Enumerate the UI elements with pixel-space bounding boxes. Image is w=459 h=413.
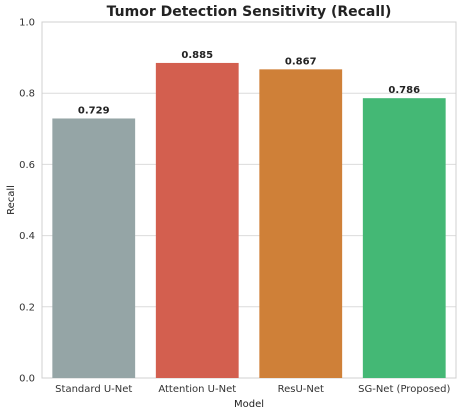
bar	[362, 98, 446, 379]
x-tick-label: Standard U-Net	[55, 384, 132, 395]
x-tick-label: Attention U-Net	[158, 384, 236, 395]
x-tick-label: SG-Net (Proposed)	[358, 384, 450, 395]
bar	[259, 69, 343, 379]
x-tick-label: ResU-Net	[278, 384, 324, 395]
plot-area-frame	[41, 21, 457, 379]
y-tick-label: 0.4	[19, 231, 35, 242]
bar-value-label: 0.867	[285, 56, 317, 67]
y-axis-label: Recall	[6, 185, 17, 215]
bar	[155, 62, 239, 378]
bar-value-label: 0.729	[78, 105, 110, 116]
y-tick-label: 0.8	[19, 89, 35, 100]
value-labels: 0.729 0.885 0.867 0.786	[78, 50, 420, 117]
x-axis-label: Model	[234, 399, 264, 410]
bar-value-label: 0.885	[181, 50, 213, 61]
chart-title: Tumor Detection Sensitivity (Recall)	[107, 4, 392, 20]
y-axis-ticks: 0.0 0.2 0.4 0.6 0.8 1.0	[19, 18, 35, 385]
y-tick-label: 0.2	[19, 302, 35, 313]
bar	[52, 118, 136, 378]
bars	[52, 62, 446, 379]
y-tick-label: 0.6	[19, 160, 35, 171]
y-tick-label: 0.0	[19, 374, 35, 385]
bar-value-label: 0.786	[388, 85, 420, 96]
x-axis-ticks: Standard U-Net Attention U-Net ResU-Net SG-…	[55, 384, 450, 395]
y-tick-label: 1.0	[19, 18, 35, 29]
